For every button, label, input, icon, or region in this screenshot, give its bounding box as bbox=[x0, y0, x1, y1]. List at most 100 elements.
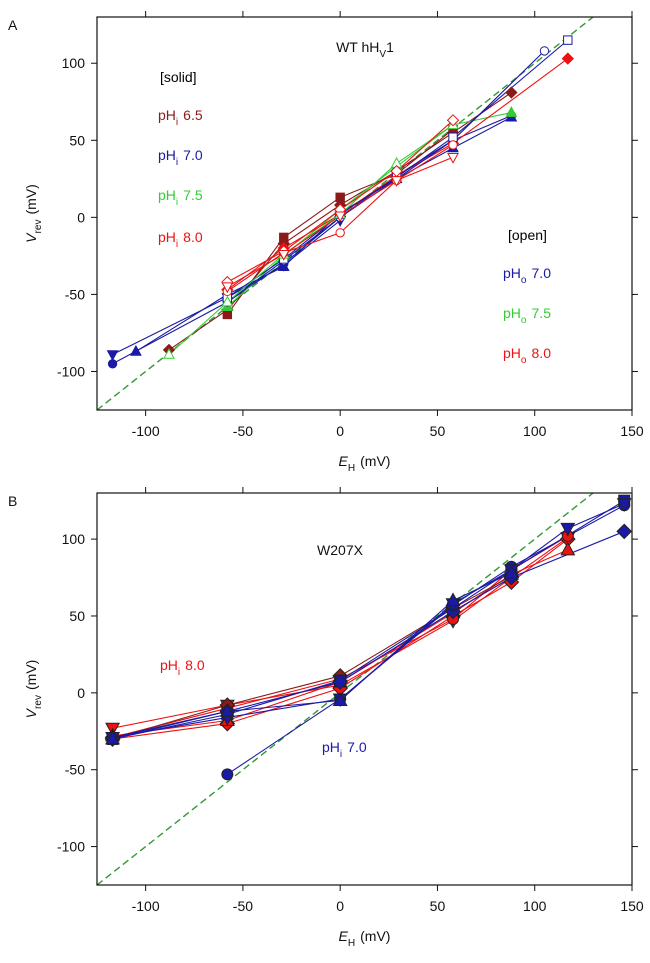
annotation-rest: 7.5 bbox=[183, 187, 203, 203]
y-axis-label-main: V bbox=[23, 707, 39, 718]
data-point bbox=[335, 228, 345, 238]
data-point bbox=[130, 344, 142, 356]
annotation-rest: 8.0 bbox=[183, 229, 203, 245]
x-axis-label-rest: (mV) bbox=[360, 453, 390, 469]
y-axis-label: Vrev (mV) bbox=[23, 660, 44, 719]
annotation: pHi 8.0 bbox=[160, 657, 205, 678]
annotation-main: [solid] bbox=[160, 69, 197, 85]
annotation-main: pH bbox=[158, 229, 176, 245]
y-axis-label-sub: rev bbox=[33, 695, 44, 709]
data-point bbox=[332, 674, 349, 690]
y-tick-label: 0 bbox=[77, 209, 85, 225]
annotation-main: pH bbox=[160, 657, 178, 673]
series-line bbox=[112, 535, 569, 738]
annotation-sub: i bbox=[176, 197, 178, 208]
data-point bbox=[505, 106, 518, 117]
data-point bbox=[446, 114, 460, 127]
annotation-rest: 7.0 bbox=[183, 147, 203, 163]
x-axis-label-sub: H bbox=[348, 938, 355, 949]
annotation-main: pH bbox=[322, 739, 340, 755]
annotation-rest: 7.0 bbox=[347, 739, 367, 755]
data-point bbox=[616, 523, 633, 540]
annotation-rest: 8.0 bbox=[185, 657, 205, 673]
y-axis-label: Vrev (mV) bbox=[23, 184, 44, 243]
data-point bbox=[539, 46, 550, 56]
data-point bbox=[277, 250, 290, 261]
data-point bbox=[447, 152, 459, 164]
chart-title-main: W207X bbox=[317, 542, 364, 558]
plot-frame bbox=[96, 492, 633, 886]
series-line bbox=[112, 538, 569, 740]
y-tick-label: 50 bbox=[69, 132, 85, 148]
data-point bbox=[561, 52, 574, 65]
chart-title-sub: V bbox=[379, 49, 386, 60]
annotation: pHi 7.0 bbox=[322, 739, 367, 760]
x-axis-label-rest: (mV) bbox=[360, 928, 390, 944]
data-point bbox=[221, 282, 234, 294]
series-line bbox=[112, 530, 625, 738]
data-point bbox=[163, 348, 175, 359]
data-point bbox=[448, 140, 458, 150]
series-line bbox=[227, 504, 625, 775]
x-axis-label-main: E bbox=[339, 928, 349, 944]
annotation: pHo 8.0 bbox=[503, 345, 551, 366]
x-tick-label: -100 bbox=[132, 423, 160, 439]
data-point bbox=[390, 176, 403, 187]
panel-letter: B bbox=[8, 493, 17, 509]
y-tick-label: -50 bbox=[65, 286, 85, 302]
data-point bbox=[106, 350, 119, 362]
y-tick-label: 100 bbox=[62, 531, 86, 547]
x-tick-label: -50 bbox=[233, 423, 253, 439]
data-point bbox=[560, 522, 576, 537]
annotation-sub: i bbox=[176, 117, 178, 128]
chart-title: WT hHV1 bbox=[336, 39, 394, 60]
annotation-sub: i bbox=[176, 157, 178, 168]
y-axis-label-rest: (mV) bbox=[23, 184, 39, 214]
y-tick-label: 0 bbox=[77, 685, 85, 701]
y-tick-label: 50 bbox=[69, 608, 85, 624]
data-point bbox=[334, 211, 347, 223]
annotation: pHi 7.0 bbox=[158, 147, 203, 168]
series-line bbox=[227, 39, 569, 298]
data-point bbox=[445, 592, 461, 607]
data-point bbox=[221, 768, 234, 781]
x-tick-label: 150 bbox=[620, 898, 644, 914]
data-point bbox=[563, 35, 573, 45]
y-tick-label: 100 bbox=[62, 55, 86, 71]
data-point bbox=[505, 86, 518, 99]
annotation-rest: 8.0 bbox=[532, 345, 552, 361]
annotation: pHi 6.5 bbox=[158, 107, 203, 128]
annotation-rest: 7.0 bbox=[532, 265, 552, 281]
series-line bbox=[112, 500, 625, 740]
annotation: [solid] bbox=[160, 69, 197, 85]
series-line bbox=[112, 549, 569, 737]
x-tick-label: 0 bbox=[336, 423, 344, 439]
y-axis-label-sub: rev bbox=[33, 219, 44, 233]
x-tick-label: 100 bbox=[523, 898, 547, 914]
x-tick-label: -50 bbox=[233, 898, 253, 914]
data-point bbox=[105, 730, 121, 745]
x-tick-label: 0 bbox=[336, 898, 344, 914]
data-point bbox=[560, 541, 576, 556]
x-tick-label: 100 bbox=[523, 423, 547, 439]
annotation-main: pH bbox=[503, 305, 521, 321]
data-point bbox=[219, 703, 235, 717]
annotation-rest: 6.5 bbox=[183, 107, 203, 123]
series-line bbox=[227, 58, 569, 291]
data-point bbox=[503, 564, 519, 579]
annotation-main: pH bbox=[158, 187, 176, 203]
y-axis-label-rest: (mV) bbox=[23, 660, 39, 690]
annotation-rest: 7.5 bbox=[532, 305, 552, 321]
annotation-main: pH bbox=[158, 147, 176, 163]
x-tick-label: -100 bbox=[132, 898, 160, 914]
chart-title: W207X bbox=[317, 542, 364, 558]
plot-frame bbox=[96, 16, 633, 411]
annotation-main: [open] bbox=[508, 227, 547, 243]
series-line bbox=[226, 112, 512, 308]
series-line bbox=[112, 503, 625, 738]
x-tick-label: 50 bbox=[430, 423, 446, 439]
y-tick-label: -100 bbox=[57, 363, 85, 379]
x-tick-label: 50 bbox=[430, 898, 446, 914]
annotation-sub: i bbox=[176, 239, 178, 250]
annotation-main: pH bbox=[158, 107, 176, 123]
